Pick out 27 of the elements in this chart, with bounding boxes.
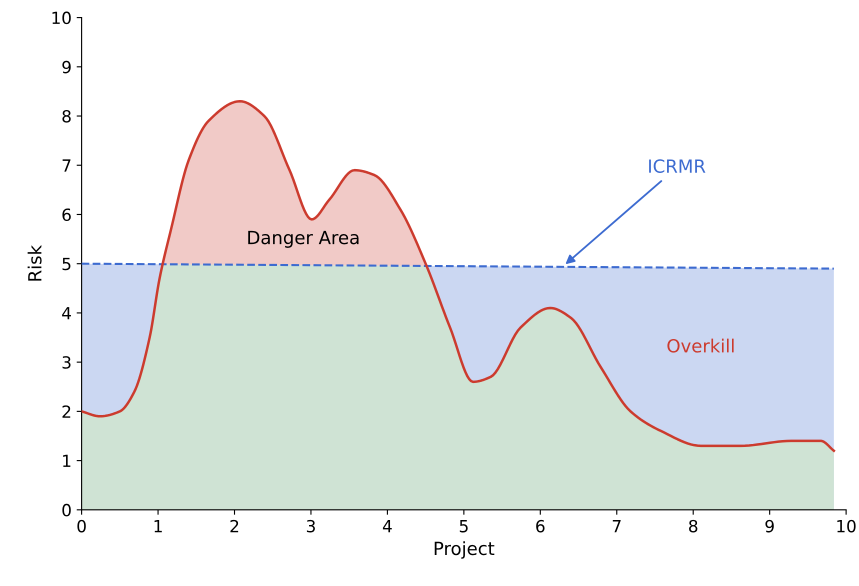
y-tick-label: 10 [52, 12, 71, 24]
x-tick-label: 8 [689, 520, 698, 532]
x-tick-label: 5 [460, 520, 468, 532]
y-tick-label: 2 [62, 405, 70, 418]
x-tick-label: 7 [612, 520, 621, 532]
x-tick-label: 10 [837, 520, 856, 532]
y-tick-label: 4 [62, 307, 71, 320]
annotation: ICRMR [649, 159, 706, 173]
y-tick-label: 5 [62, 258, 70, 270]
x-tick-label: 2 [230, 520, 238, 532]
y-tick-label: 9 [62, 60, 71, 74]
y-tick-label: 7 [62, 159, 70, 172]
x-tick-label: 0 [77, 520, 86, 532]
x-tick-label: 9 [765, 520, 774, 532]
x-axis-title: Project [434, 541, 494, 559]
annotation: Danger Area [248, 230, 359, 248]
y-tick-label: 8 [62, 110, 71, 123]
x-tick-label: 1 [154, 520, 162, 532]
y-tick-label: 6 [62, 208, 71, 222]
y-tick-label: 3 [62, 356, 71, 369]
y-axis-title: Risk [28, 245, 42, 281]
x-tick-label: 6 [536, 520, 545, 532]
x-tick-label: 3 [306, 520, 315, 532]
x-tick-label: 4 [382, 520, 392, 532]
y-tick-label: 1 [63, 454, 70, 467]
annotation: Overkill [667, 338, 734, 353]
y-tick-label: 0 [62, 504, 71, 516]
